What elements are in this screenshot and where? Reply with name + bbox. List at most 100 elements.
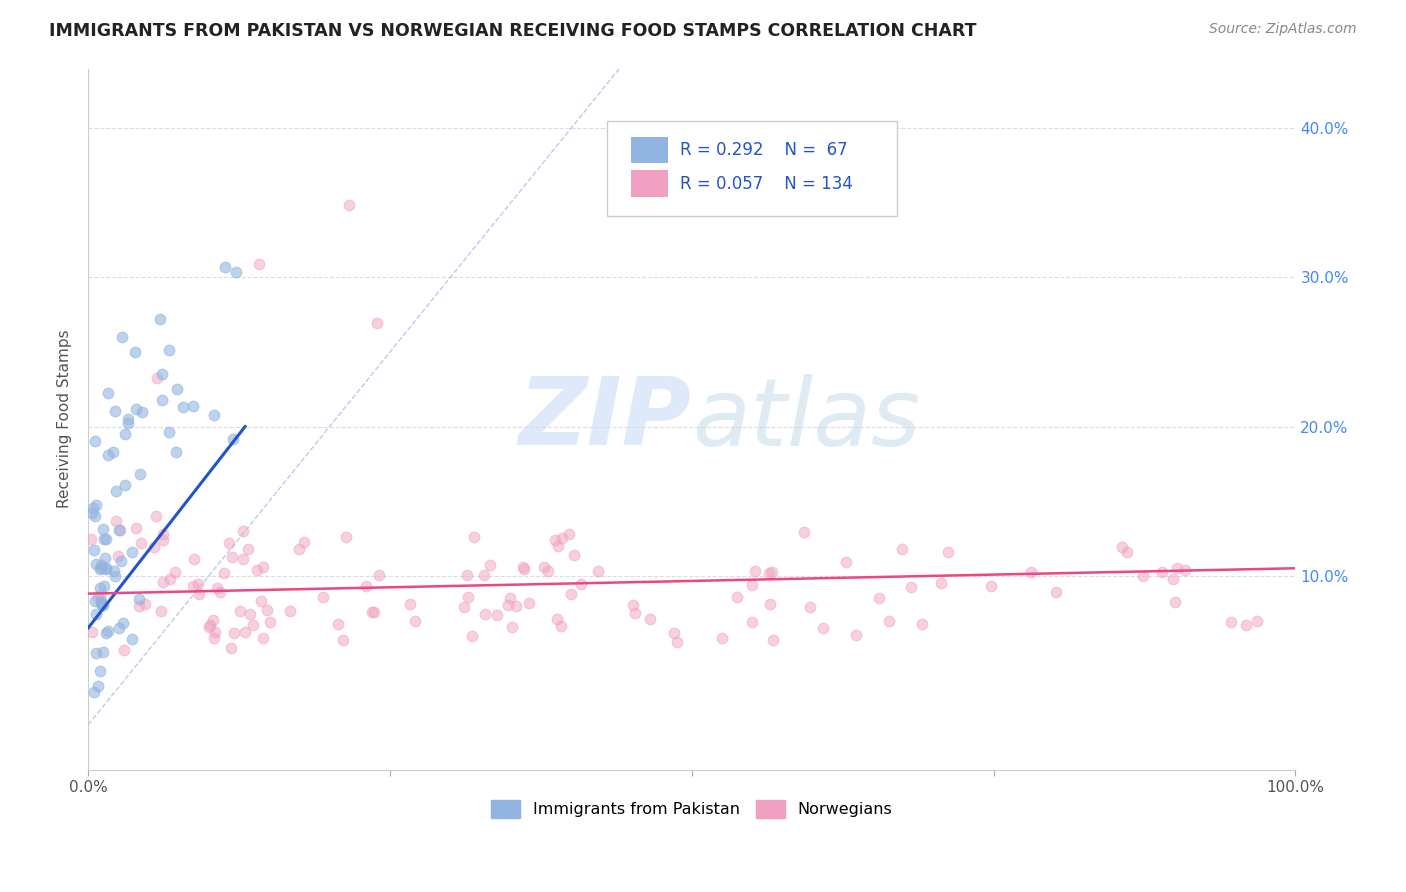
Point xyxy=(225,265,247,279)
Point xyxy=(1219,615,1241,629)
Point xyxy=(547,539,569,553)
Point xyxy=(326,616,349,631)
Point xyxy=(222,626,245,640)
Point xyxy=(212,566,235,581)
Point xyxy=(558,526,581,541)
Point xyxy=(131,405,153,419)
Point xyxy=(181,400,204,414)
Point xyxy=(1116,545,1139,559)
Point xyxy=(93,644,115,658)
FancyBboxPatch shape xyxy=(607,121,897,216)
Point xyxy=(83,543,105,558)
Point xyxy=(84,434,107,448)
Point xyxy=(89,581,111,595)
Point xyxy=(84,593,107,607)
Point xyxy=(110,524,132,538)
Point xyxy=(550,619,572,633)
Point xyxy=(90,558,112,573)
Point xyxy=(128,592,150,607)
Point xyxy=(762,633,785,648)
Point xyxy=(183,551,205,566)
Point xyxy=(936,544,959,558)
Point xyxy=(623,606,645,620)
Point xyxy=(569,577,592,591)
Point xyxy=(152,575,174,590)
Point xyxy=(505,599,527,613)
Point xyxy=(90,595,112,609)
Point xyxy=(638,612,661,626)
Point xyxy=(900,580,922,594)
Point xyxy=(339,198,361,212)
Point xyxy=(125,402,148,417)
Point xyxy=(621,599,644,613)
Point xyxy=(97,386,120,401)
Point xyxy=(152,533,174,547)
Point xyxy=(112,643,135,657)
Point xyxy=(91,598,114,612)
Text: ZIP: ZIP xyxy=(519,373,692,465)
Text: IMMIGRANTS FROM PAKISTAN VS NORWEGIAN RECEIVING FOOD STAMPS CORRELATION CHART: IMMIGRANTS FROM PAKISTAN VS NORWEGIAN RE… xyxy=(49,22,977,40)
Point xyxy=(1152,565,1174,579)
Point xyxy=(891,542,914,557)
Point xyxy=(221,549,243,564)
Text: R = 0.057    N = 134: R = 0.057 N = 134 xyxy=(679,175,852,193)
Point xyxy=(758,597,780,611)
Point xyxy=(157,425,180,439)
Point xyxy=(247,257,270,271)
Point xyxy=(512,559,534,574)
Point xyxy=(198,618,221,632)
Point xyxy=(845,628,868,642)
Point xyxy=(354,579,377,593)
Point xyxy=(457,590,479,604)
Point xyxy=(232,524,254,538)
Text: Source: ZipAtlas.com: Source: ZipAtlas.com xyxy=(1209,22,1357,37)
Point xyxy=(86,498,108,512)
Point xyxy=(252,631,274,645)
Point xyxy=(478,558,501,573)
Point xyxy=(202,408,225,422)
Point xyxy=(82,501,104,516)
Point xyxy=(89,665,111,679)
Point xyxy=(125,521,148,535)
Point xyxy=(980,579,1002,593)
Point xyxy=(103,564,125,578)
Point xyxy=(83,685,105,699)
Point xyxy=(1166,560,1188,574)
Point xyxy=(94,626,117,640)
Point xyxy=(560,587,582,601)
Point xyxy=(134,597,156,611)
Point xyxy=(868,591,890,605)
Point xyxy=(398,597,420,611)
Point xyxy=(256,603,278,617)
Point xyxy=(209,585,232,599)
Point xyxy=(246,563,269,577)
Point xyxy=(335,530,357,544)
Point xyxy=(80,533,103,547)
Point xyxy=(811,621,834,635)
Point xyxy=(250,594,273,608)
Point xyxy=(149,604,172,618)
Point xyxy=(166,383,188,397)
Point xyxy=(101,445,124,459)
Point xyxy=(201,613,224,627)
Point xyxy=(498,598,520,612)
Point xyxy=(222,433,245,447)
Point xyxy=(90,560,112,574)
Point xyxy=(94,551,117,566)
Point xyxy=(513,562,536,576)
Point xyxy=(1111,540,1133,554)
Point xyxy=(86,607,108,621)
Point xyxy=(105,514,128,528)
Point xyxy=(367,567,389,582)
Point xyxy=(207,582,229,596)
Point xyxy=(472,567,495,582)
Point xyxy=(117,412,139,426)
Point xyxy=(363,605,385,619)
Point xyxy=(145,509,167,524)
Point xyxy=(152,367,174,381)
Point xyxy=(499,591,522,605)
Point xyxy=(711,632,734,646)
Point xyxy=(165,566,187,580)
Point xyxy=(1174,563,1197,577)
Y-axis label: Receiving Food Stamps: Receiving Food Stamps xyxy=(58,330,72,508)
